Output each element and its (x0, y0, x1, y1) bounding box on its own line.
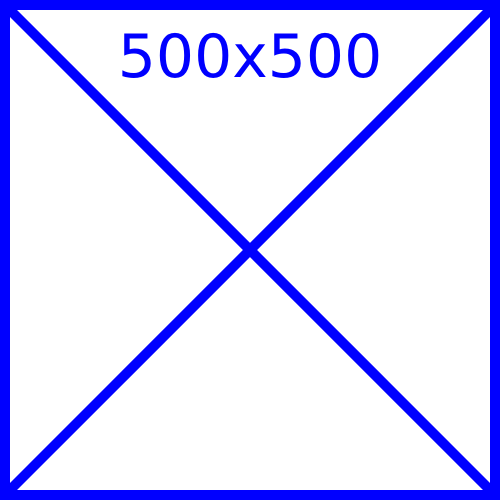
dimension-label: 500x500 (117, 22, 383, 92)
diagonal-line-top-right-to-bottom-left (6, 6, 494, 494)
